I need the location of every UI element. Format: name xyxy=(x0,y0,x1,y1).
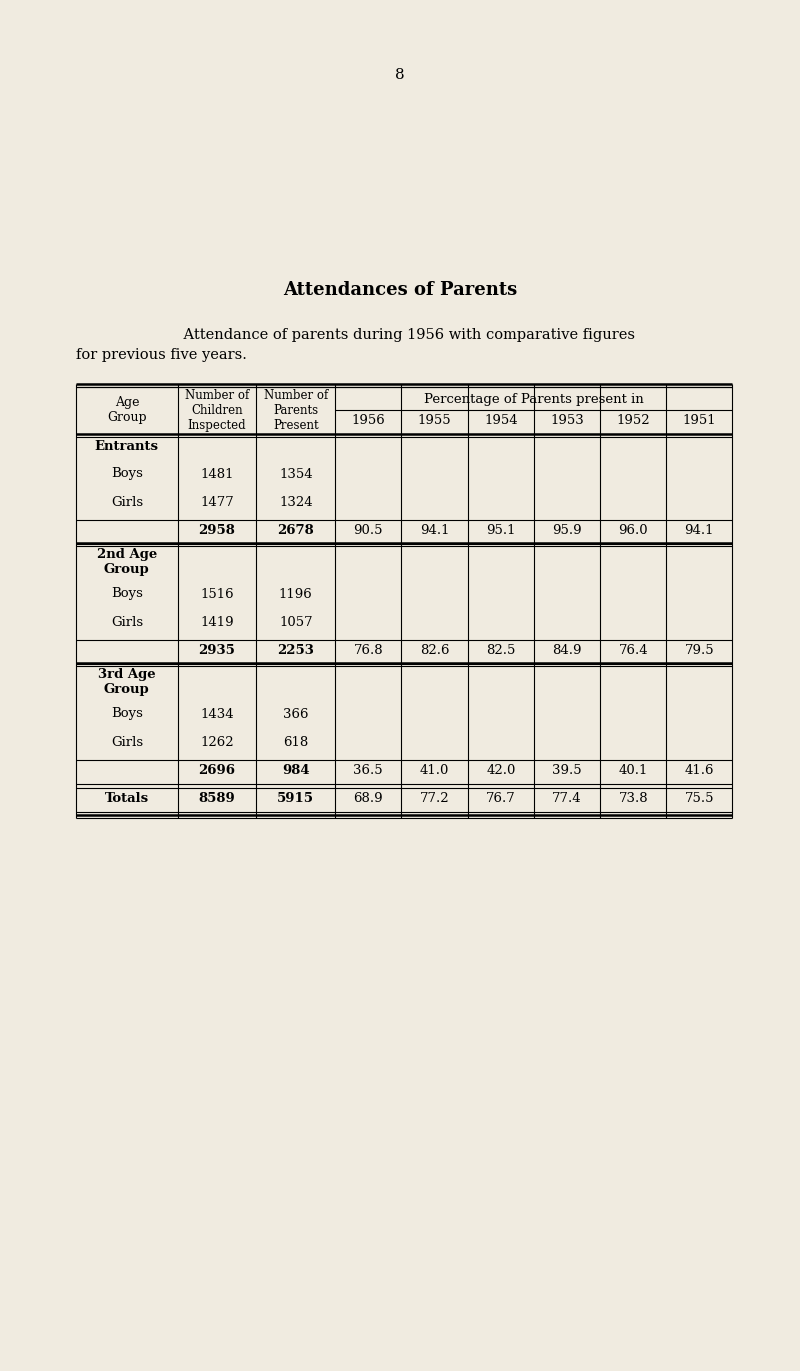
Text: 75.5: 75.5 xyxy=(685,791,714,805)
Text: 94.1: 94.1 xyxy=(685,524,714,536)
Text: 1955: 1955 xyxy=(418,414,451,428)
Text: Totals: Totals xyxy=(105,791,149,805)
Text: 1481: 1481 xyxy=(200,468,234,480)
Text: 618: 618 xyxy=(283,735,308,749)
Text: 2696: 2696 xyxy=(198,764,235,776)
Text: Girls: Girls xyxy=(110,735,143,749)
Text: 1196: 1196 xyxy=(279,588,313,600)
Text: 84.9: 84.9 xyxy=(552,643,582,657)
Text: 76.4: 76.4 xyxy=(618,643,648,657)
Text: 984: 984 xyxy=(282,764,310,776)
Text: Percentage of Parents present in: Percentage of Parents present in xyxy=(424,392,643,406)
Text: 8: 8 xyxy=(395,69,405,82)
Text: 79.5: 79.5 xyxy=(684,643,714,657)
Text: 76.7: 76.7 xyxy=(486,791,516,805)
Text: 1324: 1324 xyxy=(279,495,313,509)
Text: 1434: 1434 xyxy=(200,707,234,721)
Text: Boys: Boys xyxy=(111,468,142,480)
Text: 77.4: 77.4 xyxy=(552,791,582,805)
Text: Entrants: Entrants xyxy=(95,440,159,452)
Text: 1057: 1057 xyxy=(279,616,313,628)
Text: Girls: Girls xyxy=(110,616,143,628)
Text: 39.5: 39.5 xyxy=(552,764,582,776)
Text: 76.8: 76.8 xyxy=(354,643,383,657)
Text: 95.1: 95.1 xyxy=(486,524,515,536)
Text: 1354: 1354 xyxy=(279,468,313,480)
Text: 96.0: 96.0 xyxy=(618,524,648,536)
Text: 2678: 2678 xyxy=(278,524,314,536)
Text: for previous five years.: for previous five years. xyxy=(76,348,247,362)
Text: 3rd Age
Group: 3rd Age Group xyxy=(98,668,156,696)
Text: 1477: 1477 xyxy=(200,495,234,509)
Text: 1956: 1956 xyxy=(351,414,385,428)
Text: 1516: 1516 xyxy=(200,588,234,600)
Text: 366: 366 xyxy=(283,707,309,721)
Text: 1954: 1954 xyxy=(484,414,518,428)
Text: 90.5: 90.5 xyxy=(354,524,383,536)
Text: Boys: Boys xyxy=(111,588,142,600)
Text: 73.8: 73.8 xyxy=(618,791,648,805)
Text: 42.0: 42.0 xyxy=(486,764,515,776)
Text: 2nd Age
Group: 2nd Age Group xyxy=(97,548,157,576)
Text: 2253: 2253 xyxy=(278,643,314,657)
Text: Number of
Children
Inspected: Number of Children Inspected xyxy=(185,388,249,432)
Text: 94.1: 94.1 xyxy=(420,524,450,536)
Text: 1953: 1953 xyxy=(550,414,584,428)
Text: 95.9: 95.9 xyxy=(552,524,582,536)
Text: Boys: Boys xyxy=(111,707,142,721)
Text: Attendances of Parents: Attendances of Parents xyxy=(283,281,517,299)
Text: 2958: 2958 xyxy=(198,524,235,536)
Text: 2935: 2935 xyxy=(198,643,235,657)
Text: Age
Group: Age Group xyxy=(107,396,146,424)
Text: 1419: 1419 xyxy=(200,616,234,628)
Text: Number of
Parents
Present: Number of Parents Present xyxy=(264,388,328,432)
Text: 77.2: 77.2 xyxy=(420,791,450,805)
Text: 8589: 8589 xyxy=(198,791,235,805)
Text: 1952: 1952 xyxy=(617,414,650,428)
Text: 5915: 5915 xyxy=(278,791,314,805)
Text: 41.0: 41.0 xyxy=(420,764,449,776)
Text: 41.6: 41.6 xyxy=(685,764,714,776)
Text: 1951: 1951 xyxy=(682,414,716,428)
Text: 1262: 1262 xyxy=(200,735,234,749)
Text: 36.5: 36.5 xyxy=(354,764,383,776)
Text: 68.9: 68.9 xyxy=(354,791,383,805)
Text: 40.1: 40.1 xyxy=(618,764,648,776)
Text: Girls: Girls xyxy=(110,495,143,509)
Text: Attendance of parents during 1956 with comparative figures: Attendance of parents during 1956 with c… xyxy=(165,328,635,341)
Text: 82.5: 82.5 xyxy=(486,643,515,657)
Text: 82.6: 82.6 xyxy=(420,643,450,657)
